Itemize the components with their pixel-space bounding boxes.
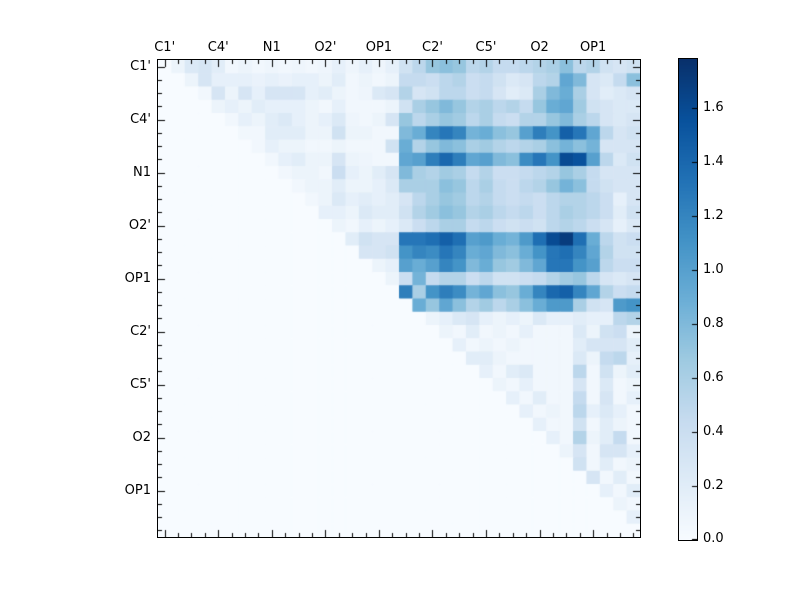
colorbar-tick-label: 1.6: [703, 100, 724, 115]
colorbar: [678, 58, 698, 541]
y-tick-label: C2': [130, 323, 151, 339]
x-tick-label: C4': [207, 40, 229, 55]
x-tick-label: C5': [475, 40, 497, 55]
heatmap-plot-area: [157, 59, 641, 538]
y-tick-label: C4': [130, 111, 151, 127]
y-tick-label: C1': [130, 58, 151, 74]
colorbar-tick-label: 0.2: [703, 478, 724, 493]
colorbar-canvas: [679, 59, 697, 540]
colorbar-tick-label: 0.0: [703, 531, 724, 546]
x-tick-label: C1': [154, 40, 176, 55]
x-tick-label: OP1: [579, 40, 607, 55]
y-tick-label: O2': [128, 217, 151, 233]
colorbar-tick-label: 1.4: [703, 154, 724, 169]
y-tick-label: O2: [132, 429, 151, 445]
y-tick-label: OP1: [124, 482, 151, 498]
colorbar-tick-label: 0.8: [703, 316, 724, 331]
y-tick-label: OP1: [124, 270, 151, 286]
colorbar-tick-label: 0.4: [703, 424, 724, 439]
heatmap-canvas: [158, 60, 640, 537]
x-tick-label: O2': [314, 40, 337, 55]
colorbar-tick-label: 1.0: [703, 262, 724, 277]
x-tick-label: C2': [422, 40, 443, 55]
colorbar-tick-label: 0.6: [703, 370, 724, 385]
colorbar-tick-label: 1.2: [703, 208, 724, 223]
y-tick-label: C5': [130, 376, 151, 392]
y-tick-label: N1: [133, 164, 151, 180]
x-tick-label: OP1: [365, 40, 393, 55]
x-tick-label: N1: [262, 40, 281, 55]
x-tick-label: O2: [530, 40, 549, 55]
